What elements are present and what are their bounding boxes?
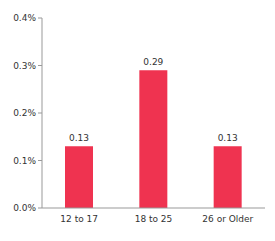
svg-text:26 or Older: 26 or Older — [202, 214, 253, 224]
svg-text:0.13: 0.13 — [69, 133, 89, 143]
svg-text:0.13: 0.13 — [218, 133, 238, 143]
svg-text:0.0%: 0.0% — [13, 203, 36, 213]
svg-text:0.3%: 0.3% — [13, 61, 36, 71]
svg-text:12 to 17: 12 to 17 — [60, 214, 98, 224]
svg-text:0.1%: 0.1% — [13, 156, 36, 166]
svg-text:0.4%: 0.4% — [13, 13, 36, 23]
svg-text:18 to 25: 18 to 25 — [135, 214, 173, 224]
svg-text:0.2%: 0.2% — [13, 108, 36, 118]
svg-text:0.29: 0.29 — [143, 57, 163, 67]
